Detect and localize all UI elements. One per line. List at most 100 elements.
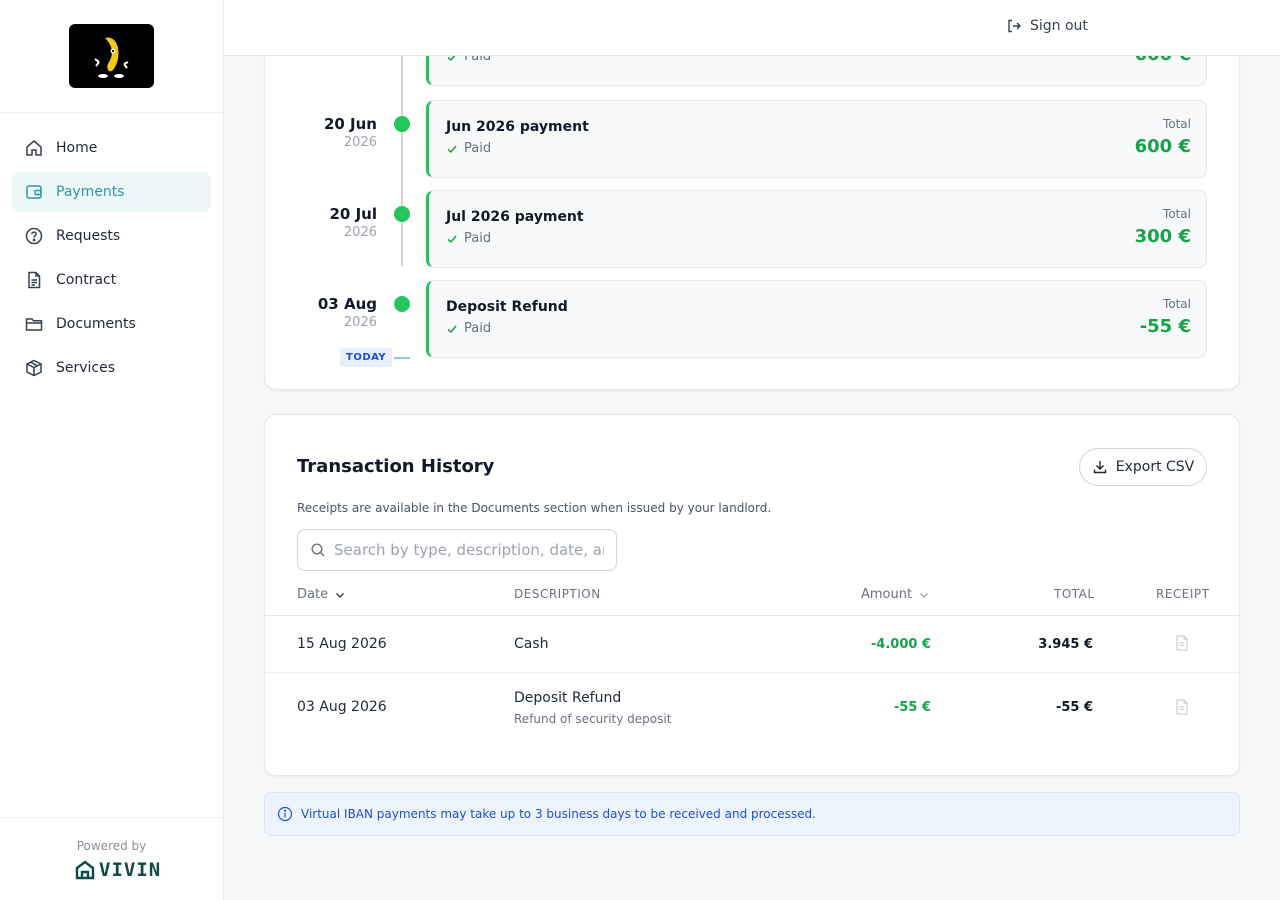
cell-description: Cash: [514, 636, 549, 652]
info-icon: [277, 806, 293, 822]
timeline-payment-box[interactable]: Jul 2026 payment Paid Total 300 €: [426, 190, 1207, 268]
column-header-label: DESCRIPTION: [514, 587, 601, 601]
sidebar-footer: Powered by VIVIN: [0, 817, 223, 900]
sidebar-item-label: Requests: [56, 228, 121, 244]
sidebar-nav: Home Payments Requests Contract Document…: [12, 128, 211, 392]
receipt-file-icon[interactable]: [1175, 699, 1189, 715]
cell-description-sub: Refund of security deposit: [514, 712, 672, 726]
column-header-description: DESCRIPTION: [514, 587, 601, 601]
timeline-item: 20 Jun 2026 Jun 2026 payment Paid Total …: [265, 100, 1239, 178]
topbar: Sign out: [224, 0, 1280, 56]
wallet-icon: [24, 182, 44, 202]
payment-title: Jun 2026 payment: [446, 119, 589, 135]
sidebar-item-contract[interactable]: Contract: [12, 260, 211, 300]
total-label: Total: [1162, 297, 1191, 311]
sidebar-item-label: Payments: [56, 184, 125, 200]
payment-status: Paid: [446, 141, 491, 156]
home-icon: [24, 138, 44, 158]
sign-out-icon: [1008, 19, 1021, 33]
payment-status: Paid: [446, 321, 491, 336]
payment-status: Paid: [446, 231, 491, 246]
timeline-year: 2026: [343, 225, 377, 240]
export-csv-label: Export CSV: [1115, 459, 1195, 475]
sidebar-item-label: Contract: [56, 272, 117, 288]
check-icon: [447, 235, 457, 243]
download-icon: [1093, 461, 1106, 474]
sidebar-item-payments[interactable]: Payments: [12, 172, 211, 212]
table-header-divider: [265, 615, 1239, 616]
search-input[interactable]: [334, 541, 604, 559]
chevron-down-icon: [336, 592, 345, 598]
brand-name: VIVIN: [99, 859, 162, 881]
total-label: Total: [1162, 207, 1191, 221]
cell-date: 03 Aug 2026: [297, 699, 387, 715]
column-header-label: Date: [297, 587, 329, 602]
box-icon: [24, 358, 44, 378]
sign-out-button[interactable]: Sign out: [1006, 18, 1088, 34]
transaction-history-card: Transaction History Export CSV Receipts …: [264, 414, 1240, 776]
payment-status-label: Paid: [464, 321, 492, 336]
sidebar-item-requests[interactable]: Requests: [12, 216, 211, 256]
timeline-day: 20 Jun: [323, 115, 377, 133]
sidebar-item-services[interactable]: Services: [12, 348, 211, 388]
timeline-day: 03 Aug: [317, 295, 377, 313]
timeline-item: 20 Jul 2026 Jul 2026 payment Paid Total …: [265, 190, 1239, 268]
receipts-note: Receipts are available in the Documents …: [297, 501, 772, 515]
question-circle-icon: [24, 226, 44, 246]
sidebar: Home Payments Requests Contract Document…: [0, 0, 224, 900]
powered-by-label: Powered by: [76, 839, 147, 853]
chevron-down-icon: [920, 592, 929, 598]
sidebar-item-label: Home: [56, 140, 98, 156]
column-header-receipt: RECEIPT: [1156, 587, 1210, 601]
table-row[interactable]: 15 Aug 2026 Cash -4.000 € 3.945 €: [265, 616, 1239, 673]
payment-amount: 300 €: [1134, 226, 1191, 247]
timeline-dot: [394, 206, 410, 222]
search-box: [297, 529, 617, 571]
cell-description: Deposit Refund: [514, 690, 622, 706]
file-text-icon: [24, 270, 44, 290]
table-row[interactable]: 03 Aug 2026 Deposit Refund Refund of sec…: [265, 673, 1239, 744]
sidebar-item-documents[interactable]: Documents: [12, 304, 211, 344]
today-marker-line: [394, 357, 410, 359]
export-csv-button[interactable]: Export CSV: [1079, 448, 1207, 486]
column-header-date[interactable]: Date: [297, 587, 346, 602]
timeline-day: 20 Jul: [329, 205, 378, 223]
column-header-total: TOTAL: [1054, 587, 1095, 601]
timeline-payment-box[interactable]: Jun 2026 payment Paid Total 600 €: [426, 100, 1207, 178]
timeline-dot: [394, 116, 410, 132]
timeline-year: 2026: [343, 135, 377, 150]
today-badge: TODAY: [340, 348, 393, 367]
cell-amount: -4.000 €: [870, 637, 931, 652]
timeline-date: 03 Aug 2026: [318, 295, 377, 330]
payment-timeline-card: 2026 Paid 600 € 20 Jun 2026 Jun 2026 pay…: [264, 20, 1240, 390]
total-label: Total: [1162, 117, 1191, 131]
payment-title: Jul 2026 payment: [446, 209, 584, 225]
sidebar-item-label: Services: [56, 360, 116, 376]
banana-mascot-icon: [94, 37, 129, 78]
folder-icon: [24, 314, 44, 334]
column-header-label: Amount: [861, 587, 913, 602]
cell-total: 3.945 €: [1038, 637, 1093, 652]
search-icon: [311, 543, 325, 557]
payment-status-label: Paid: [464, 231, 492, 246]
sidebar-item-label: Documents: [56, 316, 136, 332]
timeline-dot: [394, 296, 410, 312]
column-header-label: RECEIPT: [1156, 587, 1210, 601]
payment-title: Deposit Refund: [446, 299, 568, 315]
info-text: Virtual IBAN payments may take up to 3 b…: [301, 807, 816, 821]
sign-out-label: Sign out: [1030, 18, 1088, 34]
column-header-amount[interactable]: Amount: [861, 587, 930, 602]
house-logo-icon: [75, 860, 95, 880]
sidebar-item-home[interactable]: Home: [12, 128, 211, 168]
timeline-date: 20 Jun 2026: [324, 115, 377, 150]
cell-amount: -55 €: [893, 700, 931, 715]
brand-logo: VIVIN: [75, 859, 161, 881]
logo[interactable]: [69, 24, 154, 88]
payment-amount: -55 €: [1139, 316, 1191, 337]
timeline-date: 20 Jul 2026: [330, 205, 378, 240]
logo-area: [0, 0, 223, 113]
cell-date: 15 Aug 2026: [297, 636, 387, 652]
timeline-payment-box[interactable]: Deposit Refund Paid Total -55 €: [426, 280, 1207, 358]
timeline-year: 2026: [343, 315, 377, 330]
receipt-file-icon[interactable]: [1175, 635, 1189, 651]
